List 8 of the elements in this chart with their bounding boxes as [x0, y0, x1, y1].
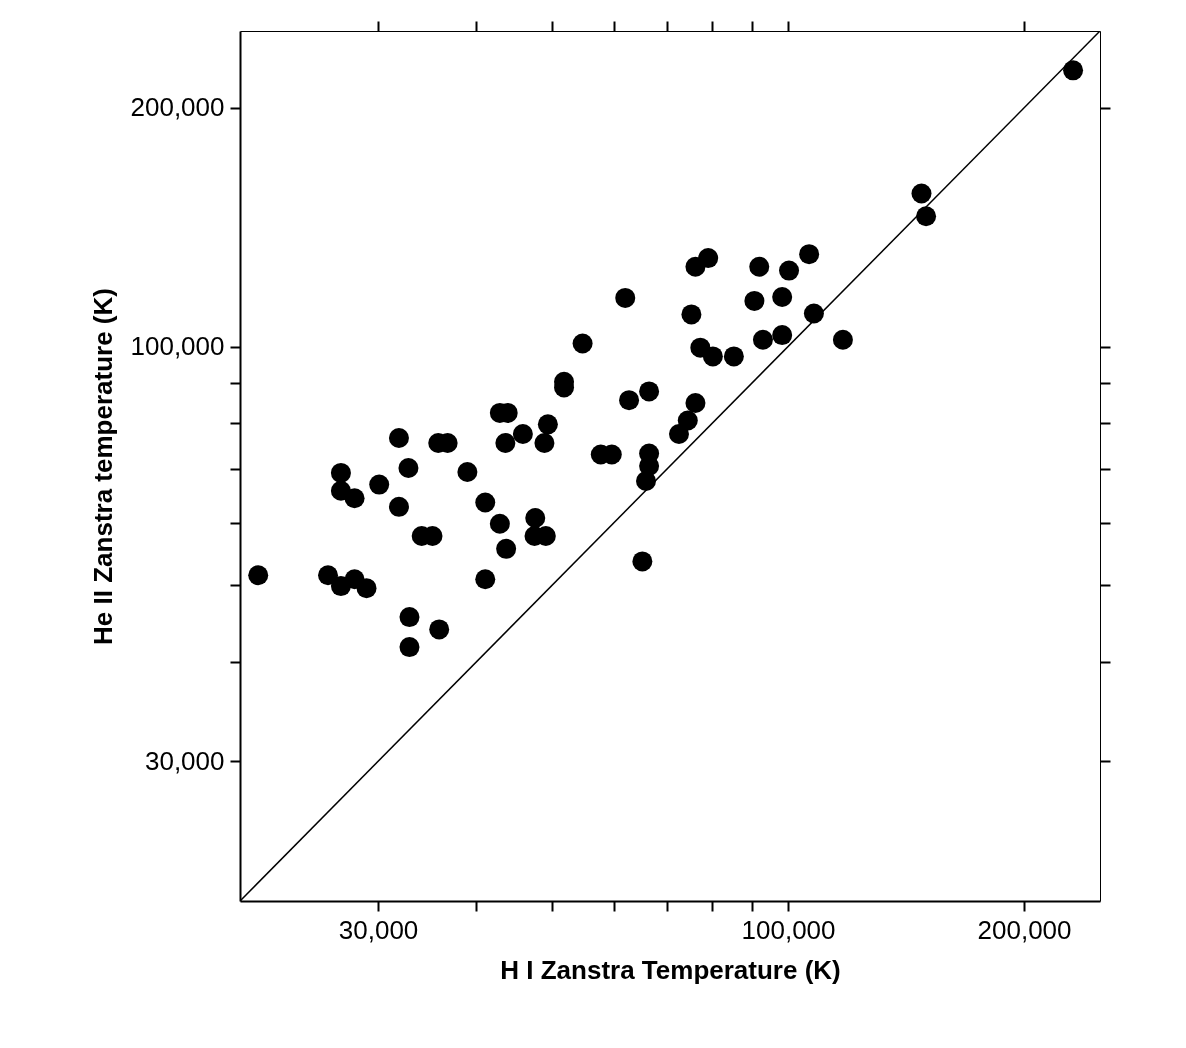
x-tick-label: 100,000: [741, 914, 836, 945]
y-axis-title: He II Zanstra temperature (K): [87, 288, 118, 645]
y-tick-label: 100,000: [130, 331, 225, 362]
y-tick-label: 30,000: [144, 745, 225, 776]
x-tick-label: 30,000: [338, 914, 419, 945]
y-tick-label: 200,000: [130, 92, 225, 123]
x-tick-label: 200,000: [977, 914, 1072, 945]
x-axis-title: H I Zanstra Temperature (K): [500, 954, 841, 985]
